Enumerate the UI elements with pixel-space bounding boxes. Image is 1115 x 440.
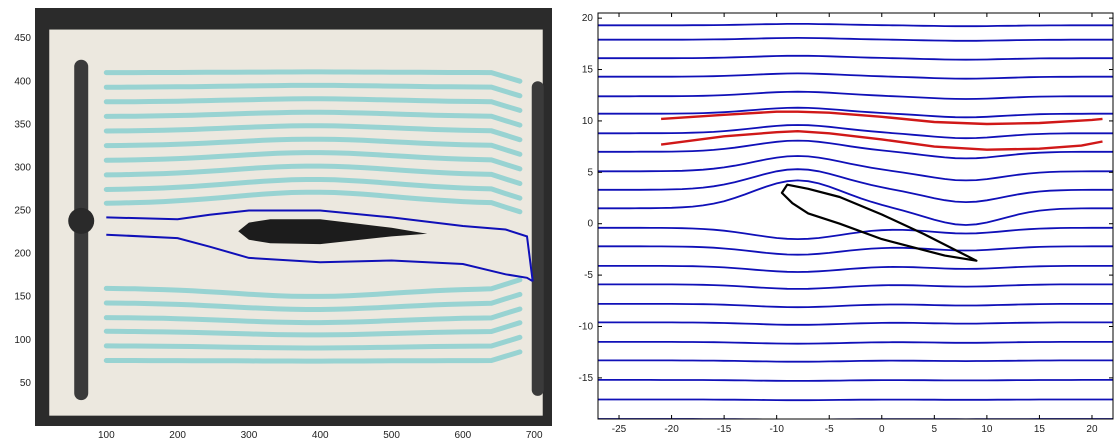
y-tick-label: 250 (14, 206, 31, 217)
streamline (598, 265, 1113, 273)
dye-streak (103, 150, 523, 172)
dye-streak (103, 277, 523, 299)
x-tick-label: 200 (169, 430, 186, 440)
streamline (598, 90, 1113, 100)
airfoil-shape (238, 219, 428, 245)
highlighted-streamline (660, 129, 1103, 151)
dye-streak (103, 82, 523, 99)
y-tick-label: 0 (587, 219, 593, 230)
y-tick-label: 150 (14, 292, 31, 303)
x-tick-label: -20 (664, 424, 679, 435)
x-tick-label: 400 (312, 430, 329, 440)
x-tick-label: 15 (1034, 424, 1046, 435)
dye-streak (103, 349, 523, 364)
x-tick-label: 0 (879, 424, 885, 435)
streamline (598, 303, 1113, 309)
y-tick-label: 200 (14, 249, 31, 260)
streamline (598, 283, 1113, 290)
dye-streak (103, 163, 523, 186)
highlighted-streamline (661, 110, 1103, 126)
dye-streak (103, 189, 523, 215)
streamline (598, 124, 1113, 140)
dye-streak (103, 123, 523, 143)
y-tick-label: 350 (14, 119, 31, 130)
dye-streak (103, 96, 523, 113)
y-tick-label: 450 (14, 33, 31, 44)
dye-streak (103, 69, 523, 84)
streamline (598, 245, 1113, 256)
dye-streak (103, 291, 523, 312)
x-tick-label: -15 (717, 424, 732, 435)
dye-streak (103, 136, 523, 157)
streamline (598, 23, 1113, 28)
y-tick-label: -5 (584, 270, 593, 281)
streamline (598, 54, 1113, 61)
x-tick-label: -25 (612, 424, 627, 435)
streamline (598, 226, 1113, 241)
airfoil-outline (780, 183, 978, 262)
streamline (598, 379, 1113, 382)
x-tick-label: 100 (98, 430, 115, 440)
streamline (598, 359, 1113, 363)
right-rod (531, 81, 544, 396)
dye-streak (103, 306, 523, 326)
streamline (598, 139, 1113, 160)
streamline (598, 398, 1113, 402)
plot-area (598, 23, 1113, 419)
boundary-streamline (106, 233, 534, 283)
x-tick-label: 300 (241, 430, 258, 440)
x-tick-label: -5 (825, 424, 834, 435)
plot-frame (597, 12, 1114, 420)
x-tick-label: 700 (526, 430, 543, 440)
dye-streak (103, 109, 523, 128)
y-tick-label: 50 (20, 378, 32, 389)
streamline (598, 72, 1113, 80)
dye-streak (103, 320, 523, 338)
pivot-disc (68, 207, 95, 234)
streamline (598, 168, 1113, 204)
x-tick-label: 5 (932, 424, 938, 435)
x-tick-label: 600 (455, 430, 472, 440)
streamline (598, 106, 1113, 119)
streamline (598, 321, 1113, 326)
x-tick-label: 10 (981, 424, 993, 435)
dye-streak (103, 334, 523, 351)
boundary-streamline (106, 209, 534, 282)
x-tick-label: 500 (383, 430, 400, 440)
y-tick-label: 20 (582, 13, 594, 24)
streamline (598, 155, 1113, 182)
streamline (598, 341, 1113, 345)
y-tick-label: -15 (579, 373, 594, 384)
y-tick-label: -10 (579, 321, 594, 332)
y-tick-label: 15 (582, 65, 594, 76)
y-tick-label: 10 (582, 116, 594, 127)
y-tick-label: 300 (14, 162, 31, 173)
y-tick-label: 5 (587, 167, 593, 178)
streamline (598, 36, 1113, 42)
dye-streak (103, 177, 523, 201)
x-tick-label: 20 (1086, 424, 1098, 435)
y-tick-label: 100 (14, 335, 31, 346)
y-tick-label: 400 (14, 76, 31, 87)
streamline (598, 179, 1113, 226)
x-tick-label: -10 (769, 424, 784, 435)
